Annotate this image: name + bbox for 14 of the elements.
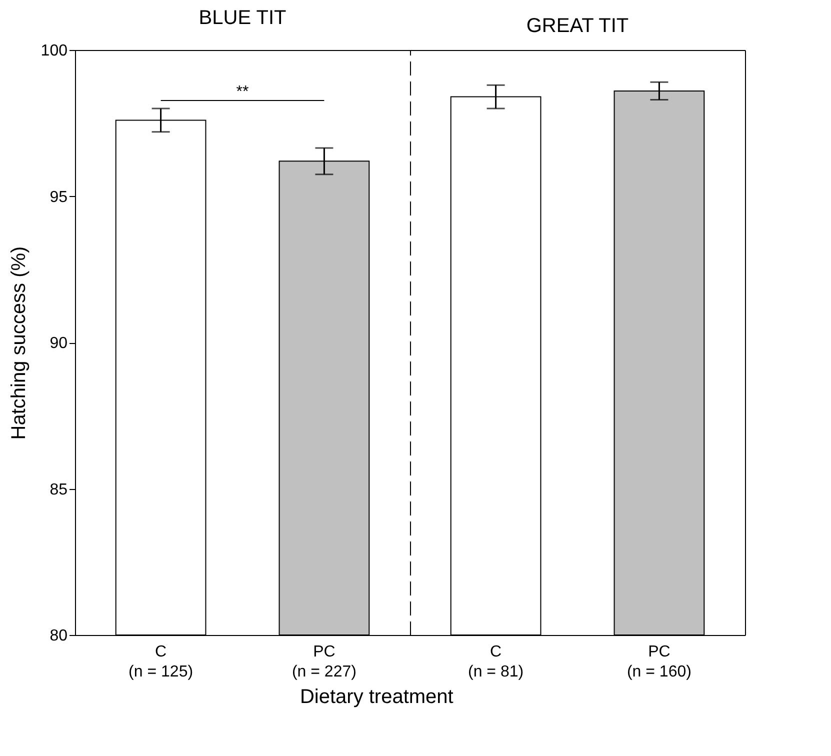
x-tick-label: C (n = 125) [128, 644, 194, 680]
y-tick-label: 100 [40, 42, 68, 60]
x-tick-label: PC (n = 227) [292, 644, 356, 680]
x-tick-label: PC (n = 160) [626, 644, 692, 680]
x-axis-title: Dietary treatment [300, 686, 454, 708]
chart-title: GREAT TIT [526, 15, 629, 37]
y-tick-label: 80 [50, 628, 68, 644]
chart-title: BLUE TIT [198, 7, 286, 29]
y-tick-label: 85 [50, 481, 68, 498]
annotation: ** [236, 84, 249, 100]
y-axis-title: Hatching success (%) [8, 246, 30, 440]
x-tick-label: C (n = 81) [468, 644, 524, 680]
y-tick-label: 95 [50, 188, 68, 206]
y-tick-label: 90 [50, 335, 68, 352]
